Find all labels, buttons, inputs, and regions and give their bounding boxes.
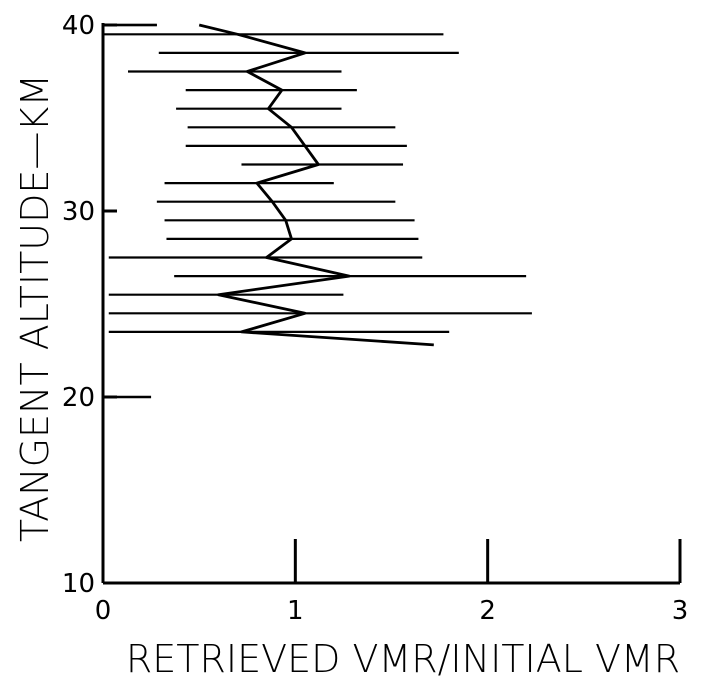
y-axis-title: TANGENT ALTITUDE—KM — [13, 74, 57, 542]
x-tick-label: 3 — [672, 596, 689, 626]
profile-line — [199, 25, 434, 345]
y-tick-label: 10 — [62, 569, 95, 599]
x-axis-title: RETRIEVED VMR/INITIAL VMR — [126, 637, 680, 681]
error-bars — [103, 25, 532, 332]
axes — [103, 23, 680, 583]
y-tick-label: 30 — [62, 197, 95, 227]
x-tick-label: 2 — [479, 596, 496, 626]
profile-line-group — [199, 25, 434, 345]
x-tick-label: 1 — [287, 596, 304, 626]
tick-labels: 0 1 2 3 10 20 30 40 — [62, 11, 688, 626]
x-tick-label: 0 — [95, 596, 112, 626]
y-tick-label: 40 — [62, 11, 95, 41]
y-tick-label: 20 — [62, 383, 95, 413]
